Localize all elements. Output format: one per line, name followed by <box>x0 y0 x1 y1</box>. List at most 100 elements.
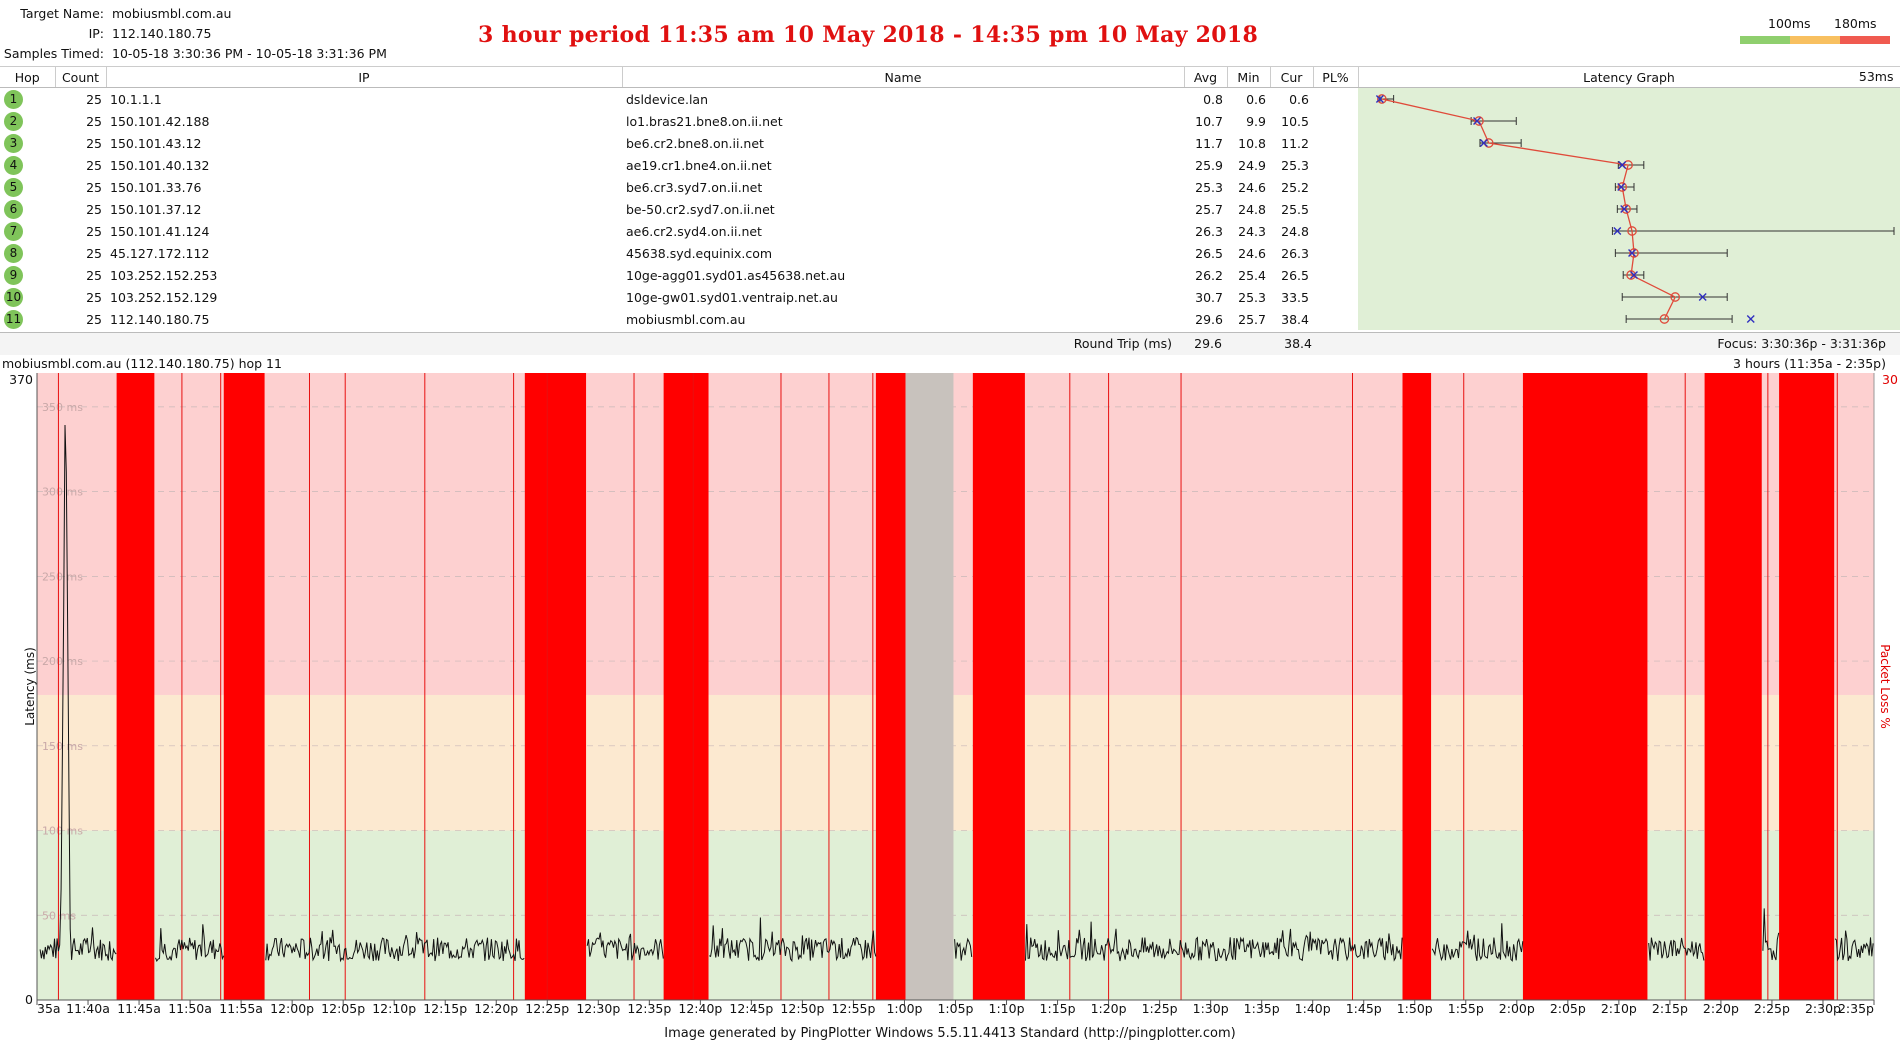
cur-cell: 25.2 <box>1281 179 1309 195</box>
avg-cell: 0.8 <box>1203 91 1223 107</box>
cur-cell: 24.8 <box>1281 223 1309 239</box>
col-name[interactable]: Name <box>622 66 1185 88</box>
target-name-label: Target Name: <box>20 6 104 21</box>
min-cell: 24.8 <box>1238 201 1266 217</box>
hop-8-cur-marker <box>1628 249 1637 257</box>
avg-cell: 26.2 <box>1195 267 1223 283</box>
y-gridline-label: 100 ms <box>42 825 83 838</box>
packet-loss-block <box>1779 373 1835 1000</box>
y-axis-title: Latency (ms) <box>23 647 37 726</box>
col-ip[interactable]: IP <box>106 66 623 88</box>
min-cell: 9.9 <box>1246 113 1266 129</box>
col-count[interactable]: Count <box>55 66 107 88</box>
samples-label: Samples Timed: <box>3 46 104 61</box>
target-name-value: mobiusmbl.com.au <box>112 6 232 21</box>
y-gridline-label: 200 ms <box>42 655 83 668</box>
target-info: Target Name: mobiusmbl.com.au IP: 112.140.… <box>0 4 470 64</box>
hop-2-avg-marker <box>1474 116 1484 126</box>
table-row[interactable]: 9 25 103.252.152.253 10ge-agg01.syd01.as456… <box>0 264 1900 286</box>
hop-6-cur-marker <box>1620 205 1629 213</box>
hop-1-avg-marker <box>1376 94 1387 104</box>
hop-11-cur-marker <box>1746 315 1755 323</box>
table-row[interactable]: 1 25 10.1.1.1 dsldevice.lan 0.8 0.6 0.6 <box>0 87 1900 110</box>
x-tick-label: 11:40a <box>66 1001 110 1016</box>
threshold-color-bar <box>1740 36 1890 44</box>
name-cell: 10ge-gw01.syd01.ventraip.net.au <box>626 289 838 305</box>
hop-5-cur-marker <box>1617 183 1626 191</box>
x-tick-label: 1:05p <box>937 1001 973 1016</box>
hop-7-cur-marker <box>1613 227 1622 235</box>
col-avg[interactable]: Avg <box>1184 66 1228 88</box>
x-tick-label: 1:45p <box>1346 1001 1382 1016</box>
y-min-label: 0 <box>25 992 33 1007</box>
hop-3-cur-marker <box>1479 139 1488 147</box>
hop-9-avg-marker <box>1626 270 1636 280</box>
count-cell: 25 <box>86 201 102 217</box>
table-row[interactable]: 2 25 150.101.42.188 lo1.bras21.bne8.on.ii.n… <box>0 110 1900 132</box>
cur-cell: 25.5 <box>1281 201 1309 217</box>
x-tick-label: 2:25p <box>1754 1001 1790 1016</box>
col-latency-graph[interactable]: Latency Graph 53ms <box>1358 66 1900 88</box>
ip-cell: 45.127.172.112 <box>110 245 210 261</box>
hop-4-avg-marker <box>1623 160 1633 170</box>
latency-graph-cell <box>1358 87 1900 110</box>
samples-value: 10-05-18 3:30:36 PM - 10-05-18 3:31:36 P… <box>112 46 387 61</box>
avg-cell: 25.7 <box>1195 201 1223 217</box>
threshold-green <box>1740 36 1790 44</box>
hop-number-badge: 9 <box>4 265 23 285</box>
hop-2-cur-marker <box>1473 117 1482 125</box>
x-tick-label: 12:00p <box>270 1001 314 1016</box>
hop-8-avg-marker <box>1629 248 1639 258</box>
table-row[interactable]: 3 25 150.101.43.12 be6.cr2.bne8.on.ii.net 11… <box>0 132 1900 154</box>
col-pl[interactable]: PL% <box>1313 66 1359 88</box>
name-cell: lo1.bras21.bne8.on.ii.net <box>626 113 783 129</box>
x-tick-label: 1:55p <box>1448 1001 1484 1016</box>
x-tick-label: 2:35p <box>1838 1001 1874 1016</box>
col-cur[interactable]: Cur <box>1270 66 1314 88</box>
ip-cell: 112.140.180.75 <box>110 311 210 327</box>
cur-cell: 25.3 <box>1281 157 1309 173</box>
packet-loss-block <box>1522 373 1648 1000</box>
count-cell: 25 <box>86 135 102 151</box>
cur-cell: 33.5 <box>1281 289 1309 305</box>
timeline-period-label: 3 hours (11:35a - 2:35p) <box>1733 356 1886 371</box>
hop-11-avg-marker <box>1659 314 1670 324</box>
x-tick-label: 12:50p <box>780 1001 824 1016</box>
name-cell: be6.cr2.bne8.on.ii.net <box>626 135 764 151</box>
latency-mini-graph <box>1375 94 1895 324</box>
x-tick-label: 12:25p <box>525 1001 569 1016</box>
x-tick-label: 2:30p <box>1805 1001 1841 1016</box>
x-tick-label: 35a <box>37 1001 61 1016</box>
min-cell: 0.6 <box>1246 91 1266 107</box>
hop-cell: 10 <box>0 286 55 308</box>
hop-10-cur-marker <box>1698 293 1707 301</box>
x-tick-label: 12:35p <box>627 1001 671 1016</box>
table-row[interactable]: 8 25 45.127.172.112 45638.syd.equinix.com 26… <box>0 242 1900 264</box>
count-cell: 25 <box>86 91 102 107</box>
cur-cell: 11.2 <box>1281 135 1309 151</box>
threshold-legend: 100ms 180ms <box>1740 16 1890 44</box>
min-cell: 10.8 <box>1238 135 1266 151</box>
hop-cell: 6 <box>0 198 55 220</box>
count-cell: 25 <box>86 113 102 129</box>
latency-trace-line <box>39 424 1874 963</box>
x-tick-label: 1:20p <box>1091 1001 1127 1016</box>
y-gridline-label: 350 ms <box>42 401 83 414</box>
count-cell: 25 <box>86 179 102 195</box>
avg-latency-line <box>1381 98 1677 320</box>
y-gridline-label: 300 ms <box>42 486 83 499</box>
ip-cell: 150.101.37.12 <box>110 201 202 217</box>
packet-loss-block <box>663 373 709 1000</box>
count-cell: 25 <box>86 245 102 261</box>
headline-annotation: 3 hour period 11:35 am 10 May 2018 - 14:… <box>478 22 1259 48</box>
hop-cell: 5 <box>0 176 55 198</box>
hop-number-badge: 6 <box>4 199 23 219</box>
x-tick-label: 11:50a <box>168 1001 212 1016</box>
col-hop[interactable]: Hop <box>0 66 56 88</box>
cur-cell: 26.3 <box>1281 245 1309 261</box>
focus-range: Focus: 3:30:36p - 3:31:36p <box>1717 336 1886 351</box>
packet-loss-block <box>223 373 265 1000</box>
count-cell: 25 <box>86 289 102 305</box>
col-min[interactable]: Min <box>1227 66 1271 88</box>
